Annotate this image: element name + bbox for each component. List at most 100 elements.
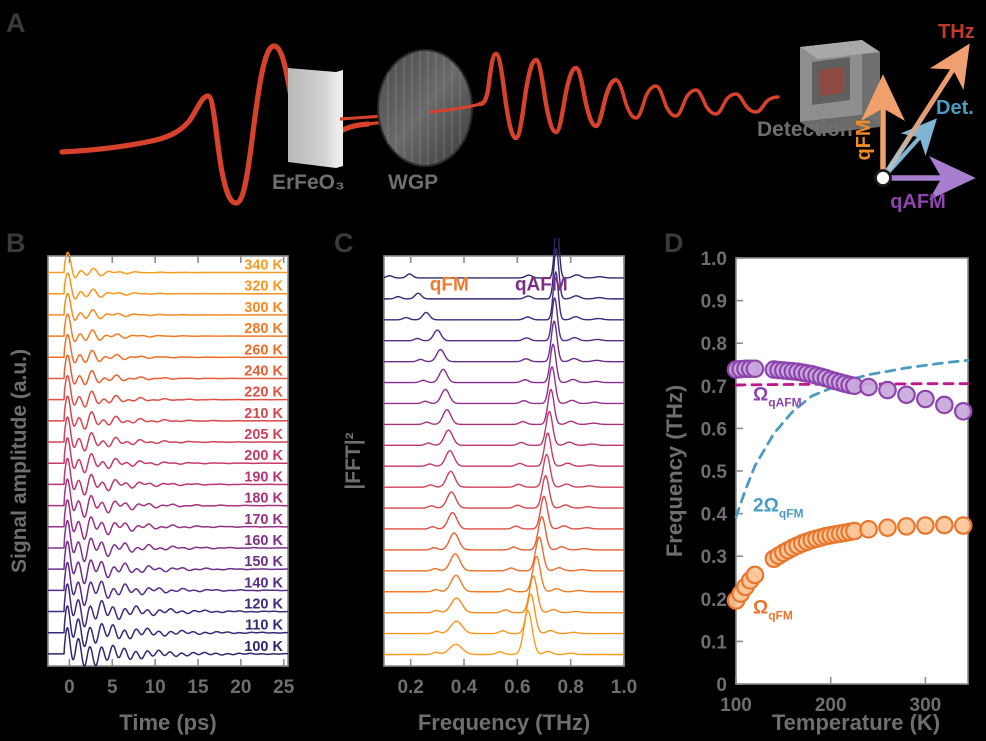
panel-d-xtick-label: 300 <box>910 695 942 716</box>
panel-b-ylabel: Signal amplitude (a.u.) <box>8 349 31 573</box>
panel-d-point <box>859 520 878 539</box>
panel-d-point <box>878 380 897 400</box>
panel-d-point <box>935 395 954 415</box>
panel-c-spectrum <box>384 555 624 593</box>
panel-b-trace-label: 190 K <box>244 469 283 485</box>
thz-vector-label: THz <box>938 21 975 43</box>
panel-c-xtick-label: 0.2 <box>397 677 423 698</box>
panel-b-trace <box>47 561 289 607</box>
panel-c-spectrum <box>384 297 624 342</box>
panel-b-xtick-label: 25 <box>273 677 295 698</box>
panel-b-trace <box>47 251 289 279</box>
thz-vector <box>880 43 970 180</box>
panel-d-ytick-label: 0 <box>716 675 727 696</box>
wgp-polarizer <box>377 49 473 167</box>
det-vector-label: Det. <box>936 97 974 119</box>
panel-b-trace <box>47 333 289 364</box>
panel-b-xticks <box>68 256 285 666</box>
panel-c-spectrum <box>384 366 624 405</box>
qfm-vector-label: qFM <box>853 119 875 160</box>
panel-d-point <box>953 516 973 535</box>
panel-b-trace-label: 160 K <box>244 533 283 549</box>
panel-c-xticks <box>409 256 625 666</box>
panel-b-trace <box>47 292 289 321</box>
panel-b-trace <box>47 395 289 430</box>
panel-d-point <box>897 385 916 405</box>
panel-b-trace-label: 110 K <box>245 618 283 634</box>
panel-d-xtick-label: 100 <box>720 695 752 716</box>
panel-c-letter: C <box>334 228 354 258</box>
panel-b-trace-label: 140 K <box>244 575 283 591</box>
panel-b-trace <box>47 519 289 563</box>
panel-b-trace <box>47 605 289 648</box>
vector-origin <box>874 169 892 187</box>
panel-c-xtick-label: 1.0 <box>611 677 637 698</box>
panel-b-letter: B <box>6 228 26 258</box>
panel-b-trace-label: 200 K <box>244 448 283 464</box>
panel-b-xtick-label: 15 <box>187 677 209 698</box>
erfeo3-sample <box>288 68 343 168</box>
panel-b-trace-label: 210 K <box>244 406 283 422</box>
panel-d-ylabel: Frequency (THz) <box>662 385 687 557</box>
panel-d-ytick-label: 1.0 <box>701 249 727 270</box>
panel-d-ytick-label: 0.8 <box>701 334 727 355</box>
panel-b-xtick-label: 5 <box>107 677 118 698</box>
panel-d-ytick-label: 0.9 <box>701 292 727 313</box>
panel-d-xlabel: Temperature (K) <box>772 710 940 735</box>
qFM-peak-label: qFM <box>430 275 469 296</box>
panel-b-trace <box>47 457 289 496</box>
panel-d-point <box>745 565 765 585</box>
panel-b-trace-label: 280 K <box>244 321 283 337</box>
detection-label: Detection <box>757 118 853 141</box>
panel-b-trace <box>47 626 289 667</box>
panel-c-spectrum <box>384 432 624 467</box>
panel-b-trace-label: 120 K <box>244 597 283 613</box>
panel-b-plot: 340 K 320 K 300 K 280 K 260 K 240 K 220 K 210 K… <box>8 251 295 735</box>
panel-d-datapoints <box>726 359 973 610</box>
panel-a-schematic: ErFeO₃ WGP Detection qFM qAFM <box>59 21 976 213</box>
panel-d-point <box>916 516 935 535</box>
panel-c-xtick-label: 0.6 <box>504 677 530 698</box>
panel-d-xtick-label: 200 <box>815 695 847 716</box>
panel-d-letter: D <box>664 228 684 258</box>
panel-b-xtick-label: 20 <box>230 677 251 698</box>
panel-d-xticks <box>735 677 927 684</box>
panel-b-trace-label: 260 K <box>244 342 283 358</box>
polarization-vector-diagram <box>861 43 976 200</box>
panel-b-trace-label: 170 K <box>244 512 283 528</box>
panel-d-plot: 0 0.1 0.2 0.3 0.4 0.5 0.6 0.7 0.8 0.9 1.0 100 200 30… <box>662 249 973 735</box>
panel-c-ylabel: |FFT|² <box>342 432 365 489</box>
panel-d-point <box>953 402 973 421</box>
erfeo3-label: ErFeO₃ <box>272 171 345 194</box>
panel-c-xtick-label: 0.4 <box>451 677 478 698</box>
qAFM-peak-label: qAFM <box>515 275 568 296</box>
panel-d-ytick-label: 0.1 <box>701 632 728 653</box>
panel-b-xtick-label: 10 <box>145 677 166 698</box>
panel-b-trace <box>47 313 289 343</box>
panel-c-spectrum <box>384 320 624 363</box>
decaying-wave-to-detector <box>614 78 780 120</box>
panel-c-spectrum <box>384 343 624 384</box>
panel-d-point <box>745 359 765 379</box>
panel-b-xtick-label: 0 <box>64 677 75 698</box>
panel-d-axes-bg <box>735 257 969 685</box>
panel-d-ytick-label: 0.3 <box>701 547 727 568</box>
panel-b-trace-label: 300 K <box>244 300 283 316</box>
beam-after-wgp <box>429 102 481 114</box>
qafm-vector-label: qAFM <box>890 191 946 213</box>
multicycle-oscillation <box>477 51 619 141</box>
panel-b-temperature-labels: 340 K 320 K 300 K 280 K 260 K 240 K 220 K 210 K… <box>244 258 283 655</box>
panel-c-spectrum <box>384 536 624 572</box>
panel-d-ytick-label: 0.5 <box>701 462 728 483</box>
panel-b-trace-label: 150 K <box>244 554 283 570</box>
panel-d-ytick-label: 0.2 <box>701 590 727 611</box>
panel-b-trace-label: 220 K <box>244 385 283 401</box>
panel-a-letter: A <box>6 8 26 38</box>
panel-c-spectrum <box>384 453 624 488</box>
panel-b-trace-label: 205 K <box>244 427 283 443</box>
panel-b-trace <box>47 354 289 386</box>
panel-c-spectrum <box>384 474 624 509</box>
panel-c-axes-bg <box>383 255 625 667</box>
panel-b-traces <box>47 251 289 667</box>
panel-c-spectrum <box>384 248 624 300</box>
